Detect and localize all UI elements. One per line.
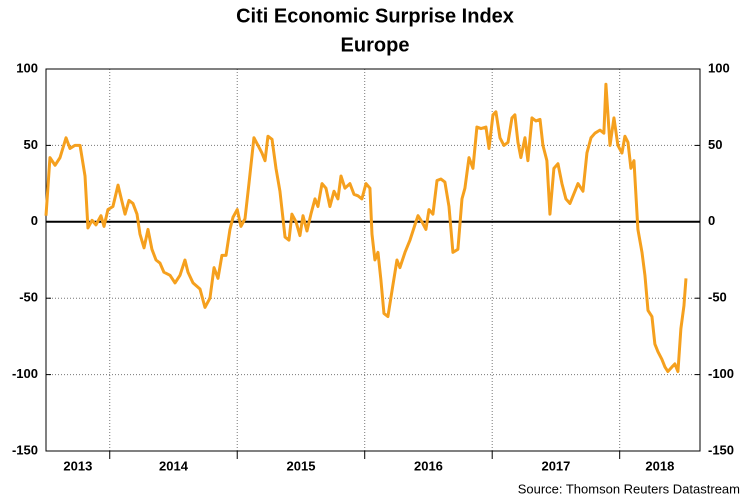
x-tick-label: 2015: [287, 458, 316, 473]
chart-subtitle: Europe: [341, 34, 410, 56]
y2-tick-label: 0: [708, 213, 715, 228]
y2-tick-label: -150: [708, 442, 734, 457]
y2-tick-label: -100: [708, 366, 734, 381]
x-tick-label: 2014: [159, 458, 189, 473]
x-tick-label: 2016: [414, 458, 443, 473]
y-tick-label: 50: [24, 137, 38, 152]
y-tick-label: -50: [19, 290, 38, 305]
y-tick-label: 100: [16, 60, 38, 75]
x-tick-label: 2018: [645, 458, 674, 473]
y2-tick-label: 100: [708, 60, 730, 75]
source-note: Source: Thomson Reuters Datastream: [518, 481, 740, 496]
chart-title: Citi Economic Surprise Index: [236, 5, 514, 27]
y-tick-label: -100: [12, 366, 38, 381]
x-tick-label: 2013: [63, 458, 92, 473]
y-tick-label: -150: [12, 442, 38, 457]
x-tick-label: 2017: [541, 458, 570, 473]
plot-frame: [45, 68, 701, 452]
y-tick-label: 0: [31, 213, 38, 228]
y2-tick-label: -50: [708, 290, 727, 305]
y2-tick-label: 50: [708, 137, 722, 152]
data-line: [44, 82, 688, 374]
